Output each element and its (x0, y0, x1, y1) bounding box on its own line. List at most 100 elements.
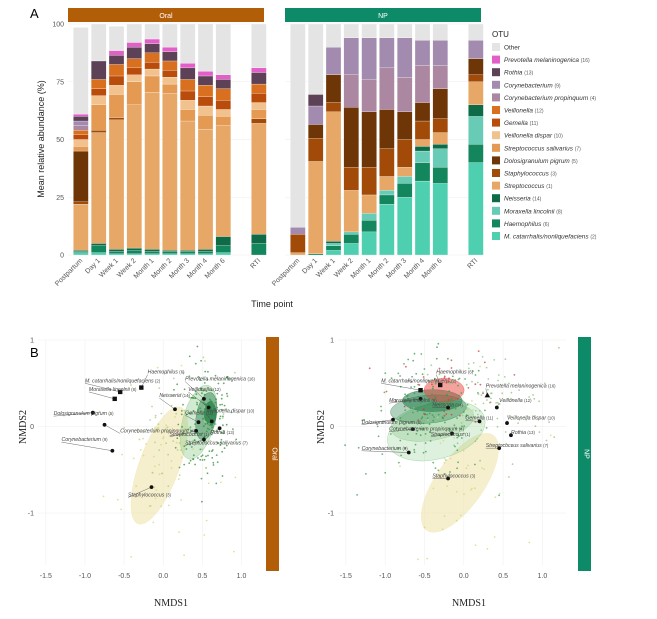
sample-point (185, 413, 188, 416)
bar-segment (343, 190, 359, 233)
sample-point (474, 487, 476, 490)
legend-swatch (492, 131, 500, 140)
sample-point (444, 421, 446, 424)
taxon-marker (418, 387, 423, 393)
bar-segment (73, 139, 89, 147)
sample-point (211, 457, 214, 459)
bar-segment (73, 252, 89, 256)
sample-point (483, 361, 486, 364)
bar-segment (91, 95, 107, 105)
sample-point (196, 403, 199, 406)
sample-point (213, 413, 216, 416)
sample-point (176, 383, 179, 386)
bar-segment (162, 253, 178, 256)
sample-point (187, 428, 190, 431)
sample-point (422, 427, 425, 430)
sample-point (167, 504, 170, 507)
panel-label-b: B (30, 345, 39, 360)
sample-point (197, 409, 200, 411)
taxon-marker (149, 485, 154, 490)
bar-segment (251, 243, 267, 256)
legend-label: Corynebacterium (9) (504, 82, 561, 89)
sample-point (205, 455, 207, 458)
sample-point (182, 403, 184, 406)
sample-point (160, 505, 163, 508)
sample-point (498, 494, 500, 497)
taxon-marker (117, 389, 123, 395)
bar-segment (197, 96, 214, 107)
sample-point (480, 422, 483, 425)
sample-point (145, 443, 148, 445)
nmds-facet-strip (578, 337, 591, 571)
bar-segment (397, 139, 413, 168)
sample-point (411, 375, 413, 378)
sample-point (162, 436, 165, 439)
bar-segment (414, 139, 431, 147)
bar-segment (197, 71, 214, 77)
bar-segment (197, 23, 214, 72)
sample-point (206, 427, 209, 430)
bar-segment (468, 40, 484, 59)
sample-point (487, 388, 489, 391)
sample-point (457, 378, 460, 381)
sample-point (130, 556, 133, 558)
sample-point (175, 441, 178, 444)
bar-segment (91, 88, 107, 96)
sample-point (449, 457, 452, 460)
sample-point (407, 379, 410, 382)
sample-point (424, 433, 427, 435)
sample-point (203, 458, 206, 461)
facet-strip-label: NP (378, 13, 388, 20)
legend-swatch (492, 169, 500, 177)
sample-point (200, 477, 203, 480)
taxon-label: Staphylococcus (3) (432, 473, 476, 479)
sample-point (453, 437, 455, 439)
taxon-label: Prevotella melaninogenica (16) (486, 383, 556, 389)
sample-point (226, 392, 228, 395)
sample-point (156, 366, 159, 369)
sample-point (434, 377, 436, 380)
bar-segment (144, 23, 160, 40)
sample-point (202, 417, 205, 420)
bar-segment (397, 197, 413, 256)
bar-segment (144, 43, 160, 53)
sample-point (445, 413, 448, 415)
sample-point (188, 375, 191, 378)
bar-segment (432, 118, 448, 133)
sample-point (209, 413, 211, 415)
sample-point (132, 457, 135, 460)
sample-point (178, 531, 180, 533)
taxon-label: Dolosigranulum pigrum (5) (362, 420, 423, 426)
sample-point (474, 416, 476, 419)
sample-point (462, 449, 465, 452)
bar-y-axis-title: Mean relative abundance (%) (36, 80, 46, 198)
sample-point (158, 449, 161, 452)
sample-point (170, 467, 173, 469)
sample-point (421, 373, 424, 376)
sample-point (468, 367, 470, 370)
nmds-y-tick: -1 (328, 511, 334, 518)
sample-point (493, 536, 496, 538)
bar-segment (215, 116, 231, 126)
sample-point (417, 419, 420, 421)
bar-segment (126, 42, 142, 48)
sample-point (192, 410, 195, 412)
bar-segment (197, 249, 214, 252)
sample-point (471, 487, 473, 490)
taxon-marker (202, 437, 206, 442)
legend-swatch (492, 206, 500, 215)
bar-segment (325, 243, 342, 246)
bar-segment (251, 118, 267, 124)
sample-point (470, 489, 472, 491)
bar-segment (180, 63, 196, 69)
bar-segment (397, 23, 413, 38)
sample-point (414, 443, 417, 446)
sample-point (483, 468, 485, 470)
sample-point (205, 416, 207, 419)
bar-segment (308, 23, 324, 95)
nmds-facet-label: NP (583, 449, 590, 459)
bar-segment (379, 190, 395, 196)
bar-segment (91, 79, 107, 89)
sample-point (447, 357, 449, 360)
bar-segment (468, 23, 484, 41)
